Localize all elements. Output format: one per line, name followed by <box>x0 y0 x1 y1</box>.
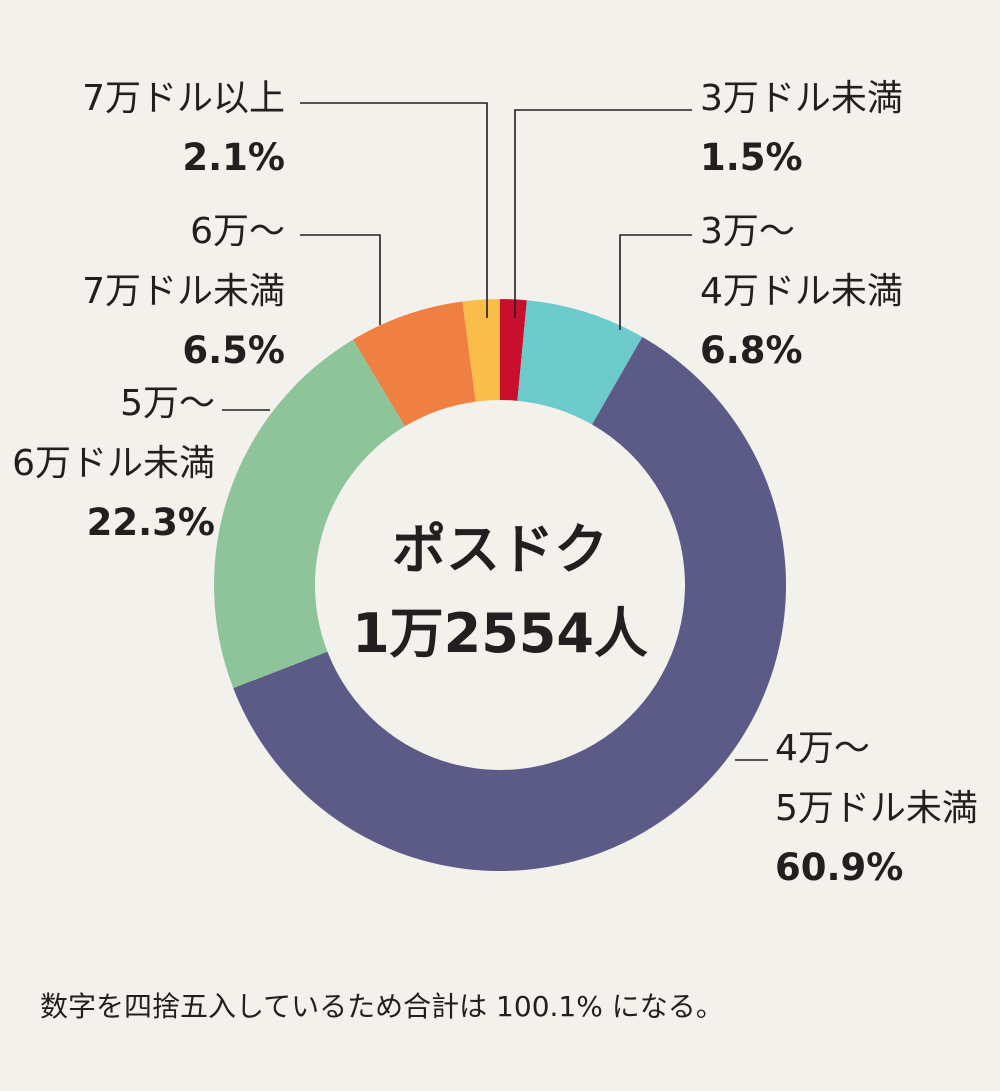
slice-category-label: 4万〜 <box>775 728 870 769</box>
slice-value-label: 22.3% <box>87 501 215 544</box>
footnote: 数字を四捨五入しているため合計は 100.1% になる。 <box>40 990 724 1023</box>
donut-slice <box>214 339 405 689</box>
slice-value-label: 6.5% <box>182 329 285 372</box>
donut-slices <box>214 299 787 871</box>
slice-category-label: 4万ドル未満 <box>700 271 903 312</box>
center-title: ポスドク <box>392 518 608 581</box>
slice-value-label: 2.1% <box>182 136 285 179</box>
slice-labels: 3万ドル未満 1.5% 3万〜 4万ドル未満 6.8% 4万〜 5万ドル未満 60.9% 5万〜… <box>12 78 978 889</box>
leader-line <box>300 102 488 318</box>
slice-value-label: 60.9% <box>775 846 903 889</box>
donut-slice <box>517 300 643 425</box>
slice-category-label: 5万〜 <box>120 383 215 424</box>
donut-slice <box>233 336 787 871</box>
leader-line <box>619 234 692 330</box>
leader-lines <box>222 102 768 761</box>
slice-category-label: 7万ドル未満 <box>82 271 285 312</box>
slice-value-label: 1.5% <box>700 136 803 179</box>
center-count: 1万2554人 <box>352 602 648 665</box>
leader-line <box>300 234 381 325</box>
donut-slice <box>353 301 476 427</box>
slice-category-label: 6万〜 <box>190 211 285 252</box>
donut-slice <box>500 299 527 401</box>
slice-category-label: 3万ドル未満 <box>700 78 903 119</box>
leader-line <box>514 109 692 318</box>
slice-category-label: 5万ドル未満 <box>775 788 978 829</box>
slice-value-label: 6.8% <box>700 329 803 372</box>
slice-category-label: 3万〜 <box>700 211 795 252</box>
slice-category-label: 7万ドル以上 <box>82 78 285 119</box>
donut-slice <box>462 299 500 402</box>
slice-category-label: 6万ドル未満 <box>12 443 215 484</box>
